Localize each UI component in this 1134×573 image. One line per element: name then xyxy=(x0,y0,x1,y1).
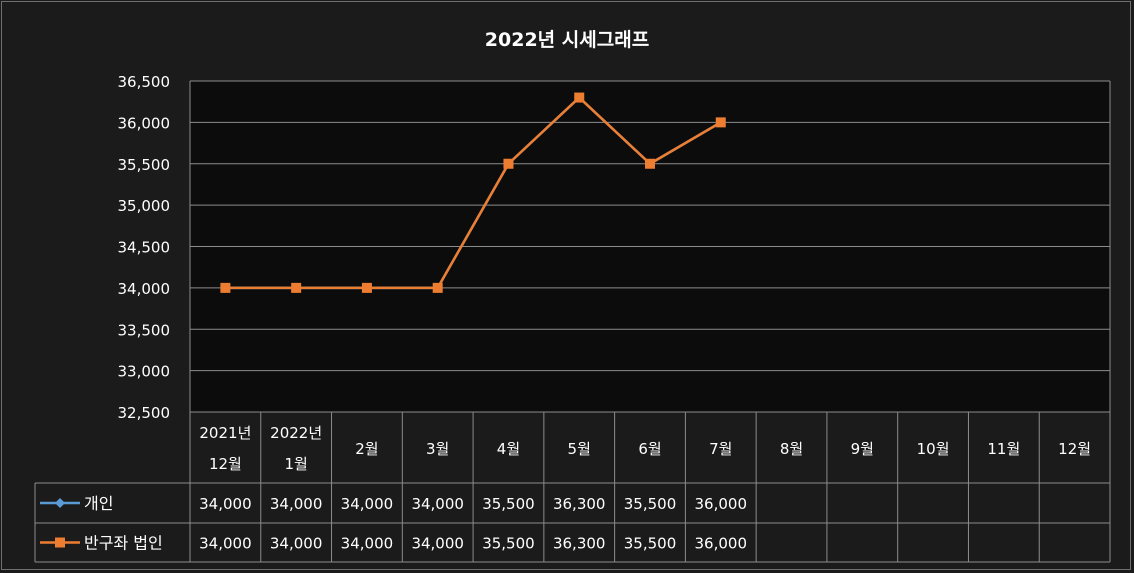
table-value: 36,000 xyxy=(695,535,748,553)
x-tick-label: 3월 xyxy=(426,440,449,458)
data-point xyxy=(220,282,231,293)
legend-label: 개인 xyxy=(84,494,113,513)
y-tick-label: 36,500 xyxy=(118,73,171,91)
table-value: 34,000 xyxy=(341,535,394,553)
x-tick-label: 2022년 xyxy=(270,424,322,442)
x-tick-label: 8월 xyxy=(780,440,803,458)
data-point xyxy=(432,282,443,293)
y-tick-label: 34,500 xyxy=(118,239,171,257)
table-value: 34,000 xyxy=(411,495,464,513)
legend-marker xyxy=(55,537,65,548)
table-value: 34,000 xyxy=(341,495,394,513)
data-point xyxy=(715,117,726,128)
table-value: 34,000 xyxy=(199,535,252,553)
y-tick-label: 36,000 xyxy=(118,114,171,132)
legend-label: 반구좌 법인 xyxy=(84,534,163,553)
x-tick-label: 6월 xyxy=(638,440,661,458)
x-tick-label: 7월 xyxy=(709,440,732,458)
x-tick-label: 9월 xyxy=(851,440,874,458)
x-tick-label: 2월 xyxy=(355,440,378,458)
data-point xyxy=(361,282,372,293)
y-tick-label: 35,500 xyxy=(118,156,171,174)
y-tick-label: 32,500 xyxy=(118,404,171,422)
data-point xyxy=(291,282,302,293)
table-value: 35,500 xyxy=(624,495,677,513)
series-line xyxy=(225,96,722,290)
table-value: 34,000 xyxy=(199,495,252,513)
table-value: 34,000 xyxy=(270,535,323,553)
table-value: 36,000 xyxy=(695,495,748,513)
x-tick-label: 10월 xyxy=(917,440,950,458)
data-point xyxy=(574,92,585,103)
y-tick-label: 33,000 xyxy=(118,363,171,381)
y-tick-label: 33,500 xyxy=(118,321,171,339)
chart-title: 2022년 시세그래프 xyxy=(485,29,649,51)
x-tick-label: 5월 xyxy=(568,440,591,458)
table-value: 36,300 xyxy=(553,535,606,553)
data-point xyxy=(645,158,655,169)
x-tick-label: 12월 xyxy=(209,455,242,473)
legend-marker xyxy=(55,498,65,508)
y-tick-label: 35,000 xyxy=(118,197,171,215)
table-value: 34,000 xyxy=(270,495,323,513)
table-value: 35,500 xyxy=(624,535,677,553)
x-tick-label: 1월 xyxy=(284,455,307,473)
table-value: 36,300 xyxy=(553,495,606,513)
x-tick-label: 11월 xyxy=(987,440,1020,458)
table-value: 34,000 xyxy=(411,535,464,553)
x-tick-label: 12월 xyxy=(1058,440,1091,458)
data-point xyxy=(503,158,514,169)
table-value: 35,500 xyxy=(482,495,535,513)
table-value: 35,500 xyxy=(482,535,535,553)
x-tick-label: 4월 xyxy=(497,440,520,458)
x-tick-label: 2021년 xyxy=(199,424,251,442)
y-tick-label: 34,000 xyxy=(118,280,171,298)
